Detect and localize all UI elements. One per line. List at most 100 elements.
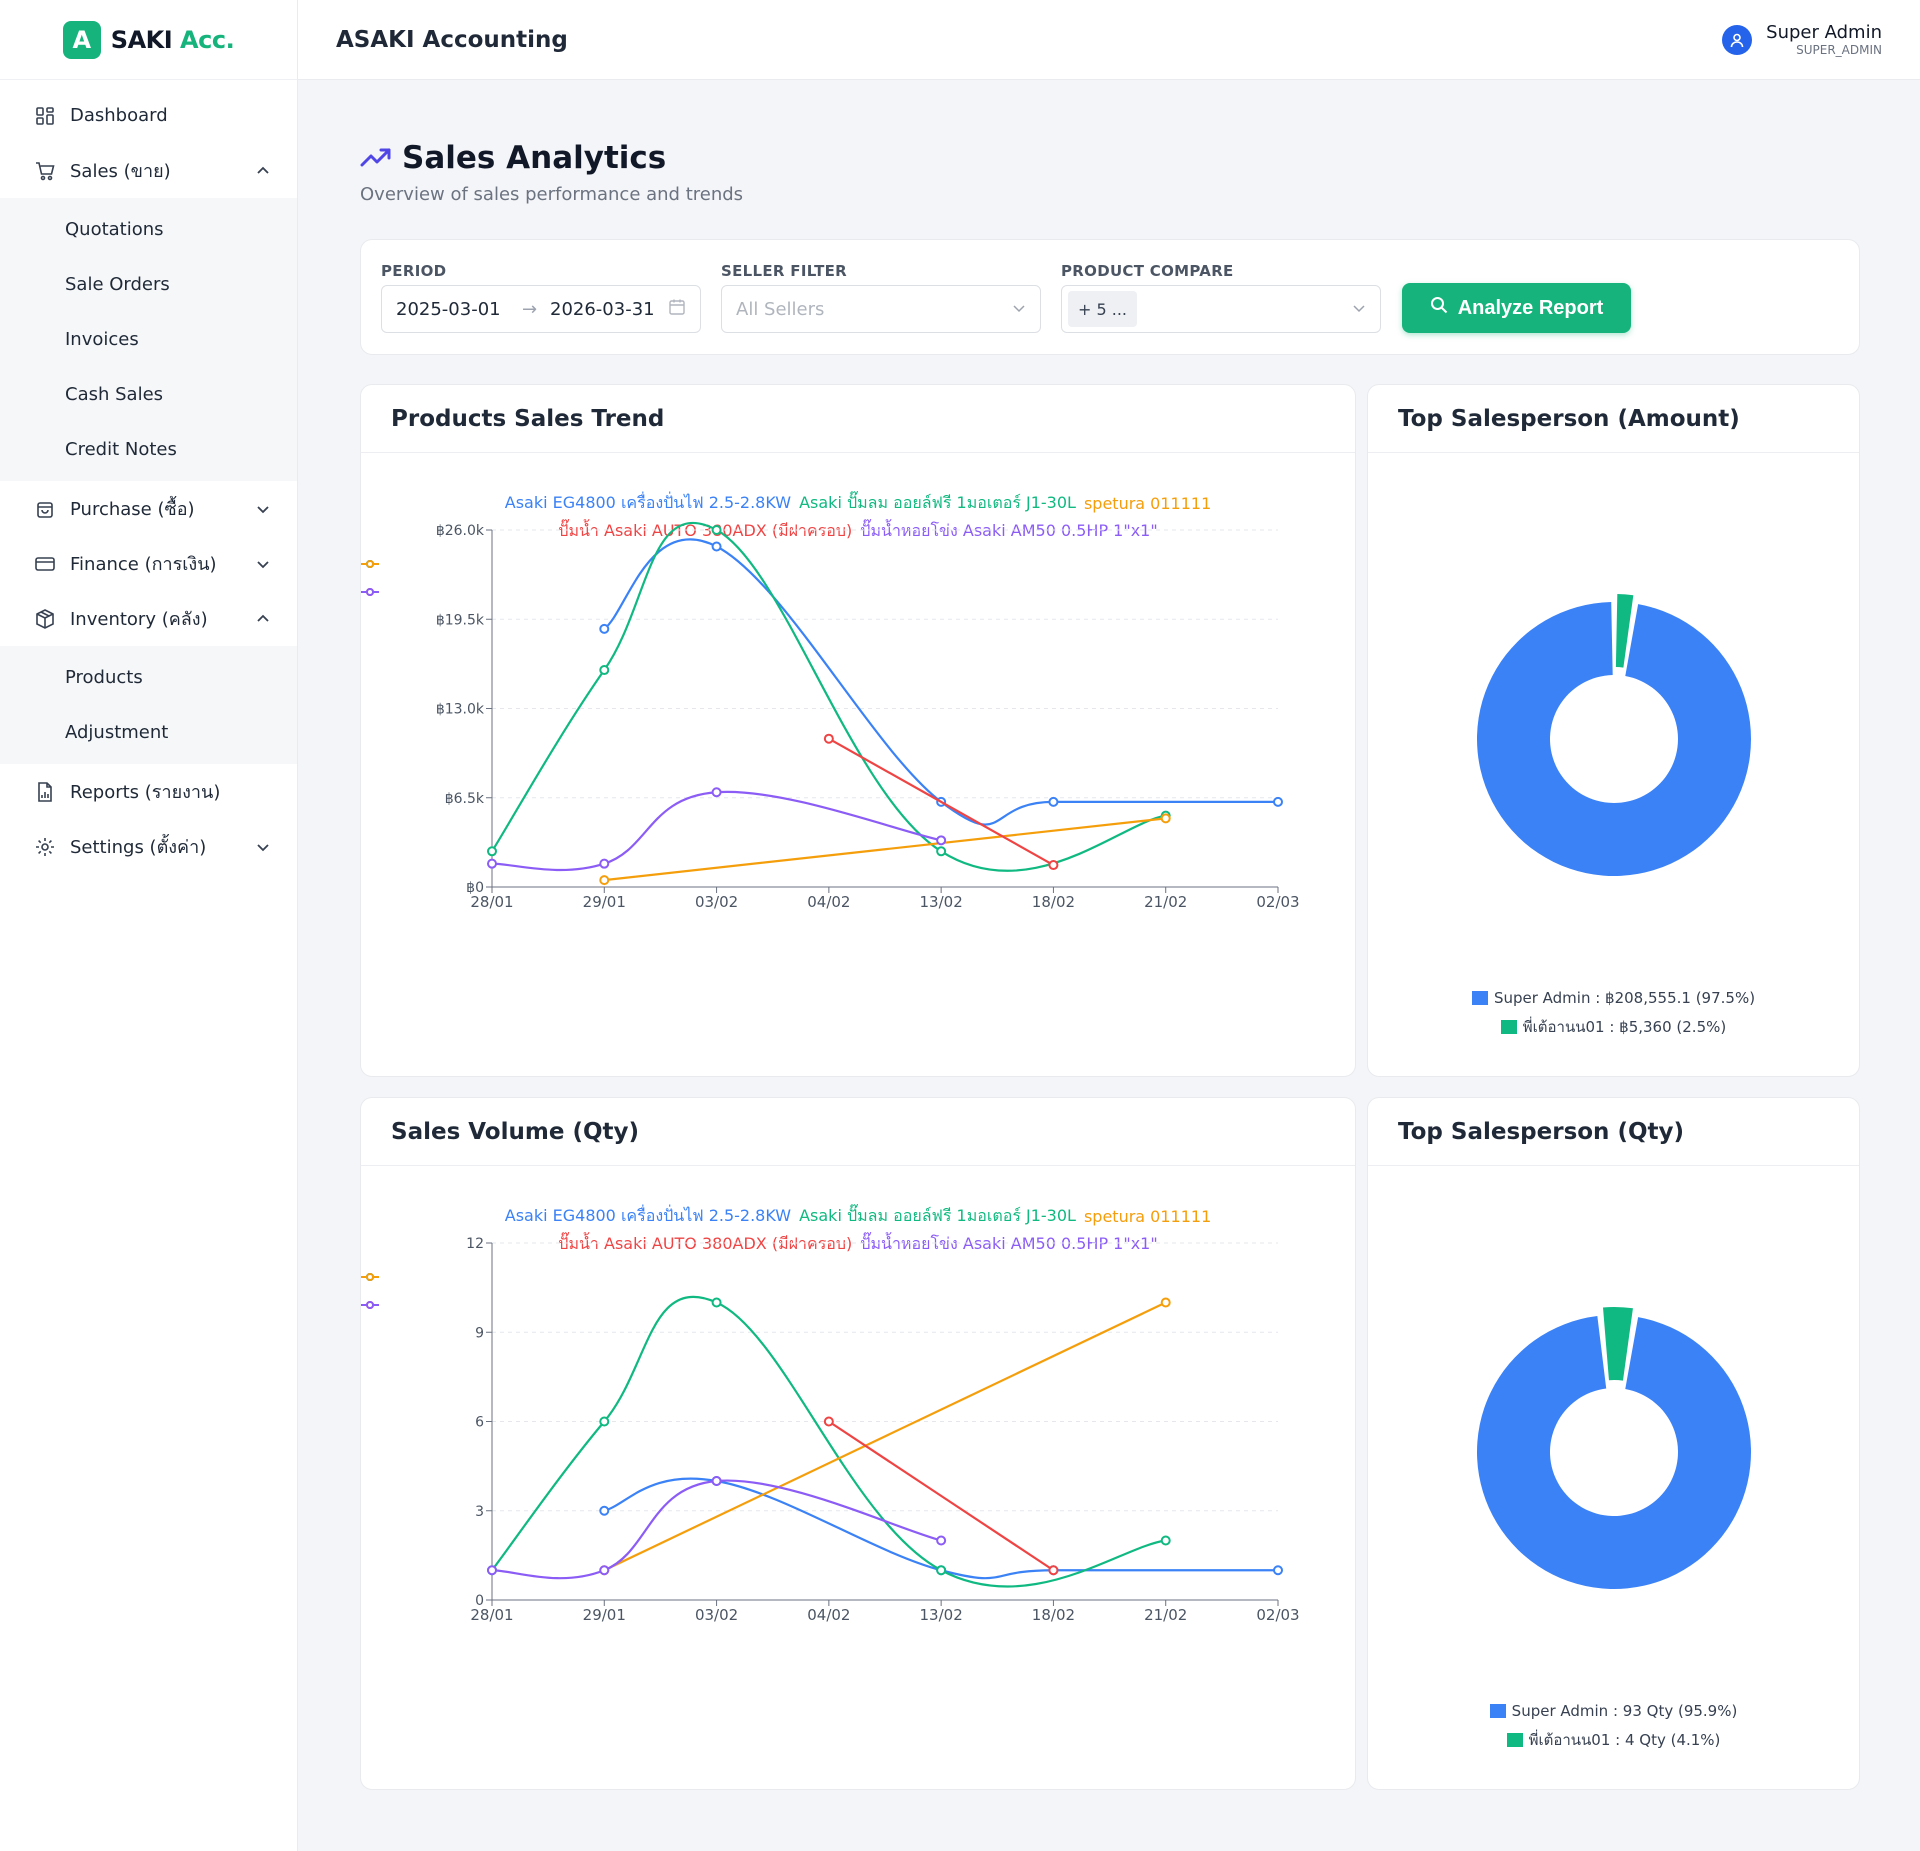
sidebar-item-inventory[interactable]: Inventory (คลัง) [0,591,297,646]
data-point [823,733,834,744]
user-name: Super Admin [1766,22,1882,43]
y-tick-label: 12 [466,1236,484,1252]
legend-item[interactable]: Super Admin : 93 Qty (95.9%) [1489,1702,1737,1720]
series-line [828,1420,1055,1572]
legend-label: Asaki ปั๊มลม ออยล์ฟรี 1มอเตอร์ J1-30L [799,1206,1076,1225]
x-tick-label: 04/02 [807,893,850,911]
sidebar-item-settings[interactable]: Settings (ตั้งค่า) [0,819,297,874]
data-point [487,858,497,869]
y-tick-label: ฿13.0k [436,702,485,718]
sidebar-item-finance[interactable]: Finance (การเงิน) [0,536,297,591]
legend-line-marker [361,1273,379,1281]
legend-label: ปั๊มน้ำ Asaki AUTO 380ADX (มีฝาครอบ) [558,1234,853,1253]
x-tick-label: 29/01 [583,1606,626,1624]
page-title-text: Sales Analytics [402,140,667,176]
data-point [711,1297,722,1308]
y-tick-label: ฿6.5k [445,791,485,807]
legend-swatch [1506,1733,1523,1747]
x-tick-label: 13/02 [920,1606,963,1624]
sidebar-item-adjustment[interactable]: Adjustment [65,722,169,743]
top-salesperson-amount-chart [1477,594,1751,876]
legend-item[interactable]: ปั๊มน้ำหอยโข่ง Asaki AM50 0.5HP 1"x1" [361,519,1158,596]
sidebar-item-label: Sales (ขาย) [70,161,171,182]
pie-slice [1615,594,1634,668]
legend-item[interactable]: spetura 011111 [361,1204,1211,1281]
date-range-picker[interactable]: 2025-03-01 → 2026-03-31 [381,285,701,333]
top-salesperson-qty-card: Top Salesperson (Qty) Super Admin : 93 Q… [1367,1097,1860,1790]
page-subtitle: Overview of sales performance and trends [360,184,744,205]
brand-logo[interactable]: A SAKI Acc. [0,0,297,80]
analyze-report-label: Analyze Report [1457,296,1604,319]
data-point [599,875,610,886]
sidebar-item-dashboard[interactable]: Dashboard [0,88,297,143]
sidebar-item-sales[interactable]: Sales (ขาย) [0,143,297,198]
sidebar-item-credit-notes[interactable]: Credit Notes [65,439,177,460]
legend-item[interactable]: พี่เต้อานน01 : 4 Qty (4.1%) [1506,1728,1721,1752]
products-sales-trend-card: Products Sales Trend Asaki EG4800 เครื่อ… [360,384,1356,1077]
date-from: 2025-03-01 [396,298,501,320]
pie-slice [1477,1316,1751,1589]
credit-card-icon [34,553,56,575]
x-tick-label: 18/02 [1032,1606,1075,1624]
chevron-down-icon [1352,299,1366,320]
series-line [491,1295,1166,1588]
product-compare-select[interactable]: + 5 ... [1061,285,1381,333]
inventory-submenu: Products Adjustment [0,646,297,764]
user-meta: Super Admin SUPER_ADMIN [1766,22,1882,57]
user-menu[interactable]: Super Admin SUPER_ADMIN [1722,22,1882,57]
series-line [603,538,1278,826]
legend-label: พี่เต้อานน01 : 4 Qty (4.1%) [1528,1731,1721,1749]
sidebar-item-purchase[interactable]: Purchase (ซื้อ) [0,481,297,536]
user-avatar-icon [1722,24,1753,55]
pie-slice [1602,1307,1633,1381]
data-point [599,1565,610,1576]
legend-item[interactable]: ปั๊มน้ำหอยโข่ง Asaki AM50 0.5HP 1"x1" [361,1232,1158,1309]
top-salesperson-amount-card: Top Salesperson (Amount) Super Admin : ฿… [1367,384,1860,1077]
y-tick-label: 6 [475,1415,484,1431]
sidebar-item-label: Inventory (คลัง) [70,609,208,630]
legend-label: ปั๊มน้ำหอยโข่ง Asaki AM50 0.5HP 1"x1" [860,521,1158,540]
card-title: Products Sales Trend [361,385,1355,453]
seller-placeholder: All Sellers [736,298,825,320]
report-icon [34,781,56,803]
data-point [1048,796,1059,807]
x-tick-label: 02/03 [1256,893,1299,911]
sidebar-item-label: Reports (รายงาน) [70,782,221,803]
top-header: ASAKI Accounting Super Admin SUPER_ADMIN [298,0,1920,80]
analyze-report-button[interactable]: Analyze Report [1402,283,1631,333]
legend-label: ปั๊มน้ำ Asaki AUTO 380ADX (มีฝาครอบ) [558,521,853,540]
legend-swatch [1500,1020,1517,1034]
series-line [604,817,1166,882]
shopping-bag-icon [34,498,56,520]
sidebar-item-reports[interactable]: Reports (รายงาน) [0,764,297,819]
x-tick-label: 04/02 [807,1606,850,1624]
data-point [1160,813,1171,824]
legend-item[interactable]: spetura 011111 [361,491,1212,568]
seller-select[interactable]: All Sellers [721,285,1041,333]
sidebar-item-quotations[interactable]: Quotations [65,219,164,240]
logo-mark: A [62,20,101,59]
card-title: Top Salesperson (Amount) [1368,385,1859,453]
sidebar-item-cash-sales[interactable]: Cash Sales [65,384,164,405]
sidebar-item-label: Dashboard [70,105,168,126]
selected-count-tag: + 5 ... [1068,291,1138,327]
x-tick-label: 18/02 [1032,893,1075,911]
data-point [599,665,610,676]
legend-item[interactable]: Super Admin : ฿208,555.1 (97.5%) [1471,989,1755,1007]
sidebar-item-sale-orders[interactable]: Sale Orders [65,274,170,295]
data-point [711,1476,722,1486]
data-point [599,1416,610,1427]
legend-item[interactable]: พี่เต้อานน01 : ฿5,360 (2.5%) [1500,1015,1726,1039]
legend-label: spetura 011111 [1083,494,1212,513]
x-tick-label: 03/02 [695,893,738,911]
arrow-right-icon: → [522,298,538,320]
sales-submenu: Quotations Sale Orders Invoices Cash Sal… [0,198,297,481]
sidebar: A SAKI Acc. Dashboard Sales (ขาย) Quotat… [0,0,298,1851]
y-tick-label: 3 [475,1504,484,1520]
y-tick-label: 0 [475,1593,484,1609]
sidebar-item-invoices[interactable]: Invoices [65,329,139,350]
series-line [491,1479,942,1580]
date-to: 2026-03-31 [550,298,655,320]
data-point [711,525,722,535]
sidebar-item-products[interactable]: Products [65,667,143,688]
